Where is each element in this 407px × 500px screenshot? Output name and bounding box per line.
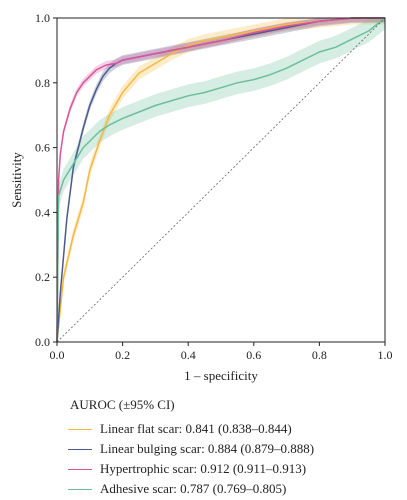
roc-line-series-2 [56, 17, 385, 343]
x-tick-label: 0.6 [246, 348, 261, 362]
legend-label: Linear flat scar: 0.841 (0.838–0.844) [100, 421, 292, 436]
x-tick-label: 0.4 [181, 348, 196, 362]
confidence-bands [57, 18, 385, 342]
y-tick-label: 0.6 [35, 141, 50, 155]
chance-diagonal-line [56, 17, 386, 343]
y-tick-label: 1.0 [35, 11, 50, 25]
legend-label: Adhesive scar: 0.787 (0.769–0.805) [100, 481, 287, 496]
legend-entry-hypertrophic-scar: Hypertrophic scar: 0.912 (0.911–0.913) [62, 459, 392, 479]
roc-line-series-3 [56, 17, 386, 343]
plot-frame [56, 17, 386, 343]
x-tick-label: 0.8 [312, 348, 327, 362]
y-axis-title: Sensitivity [9, 152, 24, 208]
legend: AUROC (±95% CI) Linear flat scar: 0.841 … [62, 397, 392, 499]
legend-swatch [68, 488, 92, 490]
x-tick-label: 0.0 [50, 348, 65, 362]
roc-curves [56, 17, 386, 343]
legend-entry-linear-bulging-scar: Linear bulging scar: 0.884 (0.879–0.888) [62, 439, 392, 459]
legend-swatch [68, 428, 92, 430]
legend-swatch [68, 468, 92, 470]
legend-label: Linear bulging scar: 0.884 (0.879–0.888) [100, 441, 315, 456]
y-axis-ticks: 0.0 0.2 0.4 0.6 0.8 1.0 [35, 11, 57, 349]
roc-chart: 0.0 0.2 0.4 0.6 0.8 1.0 0.0 0.2 0.4 0.6 0.8 1.0 1 … [9, 11, 393, 383]
legend-title: AUROC (±95% CI) [70, 397, 175, 412]
x-axis-title: 1 – specificity [184, 368, 258, 383]
x-tick-label: 0.2 [115, 348, 130, 362]
legend-entry-adhesive-scar: Adhesive scar: 0.787 (0.769–0.805) [62, 479, 392, 499]
legend-swatch [68, 448, 92, 450]
y-tick-label: 0.8 [35, 76, 50, 90]
y-tick-label: 0.0 [35, 335, 50, 349]
legend-label: Hypertrophic scar: 0.912 (0.911–0.913) [100, 461, 307, 476]
legend-entry-linear-flat-scar: Linear flat scar: 0.841 (0.838–0.844) [62, 419, 392, 439]
ci-band-series-3 [57, 18, 385, 342]
roc-line-series-0 [56, 17, 385, 343]
x-tick-label: 1.0 [378, 348, 393, 362]
y-tick-label: 0.2 [35, 270, 50, 284]
x-axis-ticks: 0.0 0.2 0.4 0.6 0.8 1.0 [50, 342, 393, 362]
y-tick-label: 0.4 [35, 205, 50, 219]
